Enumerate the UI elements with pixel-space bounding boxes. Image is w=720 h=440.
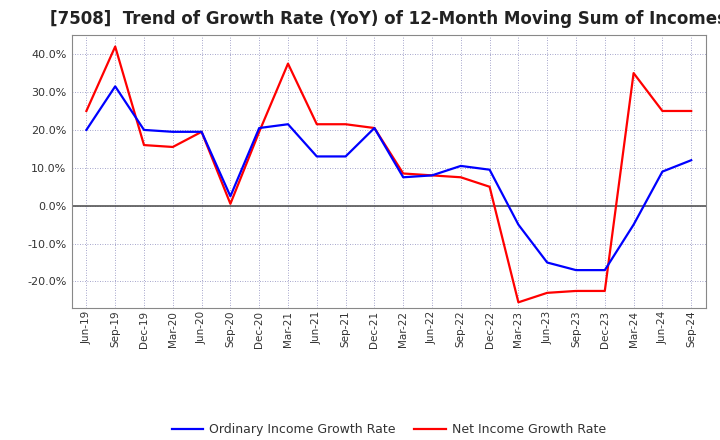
- Ordinary Income Growth Rate: [456, 163, 465, 169]
- Ordinary Income Growth Rate: [514, 222, 523, 227]
- Net Income Growth Rate: [658, 108, 667, 114]
- Ordinary Income Growth Rate: [312, 154, 321, 159]
- Net Income Growth Rate: [312, 121, 321, 127]
- Net Income Growth Rate: [485, 184, 494, 189]
- Ordinary Income Growth Rate: [284, 121, 292, 127]
- Ordinary Income Growth Rate: [255, 125, 264, 131]
- Net Income Growth Rate: [600, 288, 609, 293]
- Ordinary Income Growth Rate: [197, 129, 206, 135]
- Net Income Growth Rate: [399, 171, 408, 176]
- Net Income Growth Rate: [284, 61, 292, 66]
- Ordinary Income Growth Rate: [370, 125, 379, 131]
- Net Income Growth Rate: [370, 125, 379, 131]
- Net Income Growth Rate: [111, 44, 120, 49]
- Net Income Growth Rate: [543, 290, 552, 296]
- Net Income Growth Rate: [514, 300, 523, 305]
- Net Income Growth Rate: [341, 121, 350, 127]
- Ordinary Income Growth Rate: [543, 260, 552, 265]
- Net Income Growth Rate: [572, 288, 580, 293]
- Ordinary Income Growth Rate: [428, 173, 436, 178]
- Title: [7508]  Trend of Growth Rate (YoY) of 12-Month Moving Sum of Incomes: [7508] Trend of Growth Rate (YoY) of 12-…: [50, 10, 720, 28]
- Net Income Growth Rate: [140, 143, 148, 148]
- Ordinary Income Growth Rate: [629, 222, 638, 227]
- Ordinary Income Growth Rate: [572, 268, 580, 273]
- Ordinary Income Growth Rate: [168, 129, 177, 135]
- Ordinary Income Growth Rate: [687, 158, 696, 163]
- Ordinary Income Growth Rate: [226, 194, 235, 199]
- Net Income Growth Rate: [428, 173, 436, 178]
- Net Income Growth Rate: [226, 201, 235, 206]
- Net Income Growth Rate: [629, 70, 638, 76]
- Net Income Growth Rate: [168, 144, 177, 150]
- Net Income Growth Rate: [197, 129, 206, 135]
- Ordinary Income Growth Rate: [399, 175, 408, 180]
- Net Income Growth Rate: [255, 129, 264, 135]
- Ordinary Income Growth Rate: [140, 127, 148, 132]
- Ordinary Income Growth Rate: [82, 127, 91, 132]
- Ordinary Income Growth Rate: [111, 84, 120, 89]
- Net Income Growth Rate: [456, 175, 465, 180]
- Ordinary Income Growth Rate: [658, 169, 667, 174]
- Line: Net Income Growth Rate: Net Income Growth Rate: [86, 47, 691, 302]
- Net Income Growth Rate: [82, 108, 91, 114]
- Ordinary Income Growth Rate: [600, 268, 609, 273]
- Ordinary Income Growth Rate: [485, 167, 494, 172]
- Line: Ordinary Income Growth Rate: Ordinary Income Growth Rate: [86, 86, 691, 270]
- Ordinary Income Growth Rate: [341, 154, 350, 159]
- Net Income Growth Rate: [687, 108, 696, 114]
- Legend: Ordinary Income Growth Rate, Net Income Growth Rate: Ordinary Income Growth Rate, Net Income …: [166, 418, 611, 440]
